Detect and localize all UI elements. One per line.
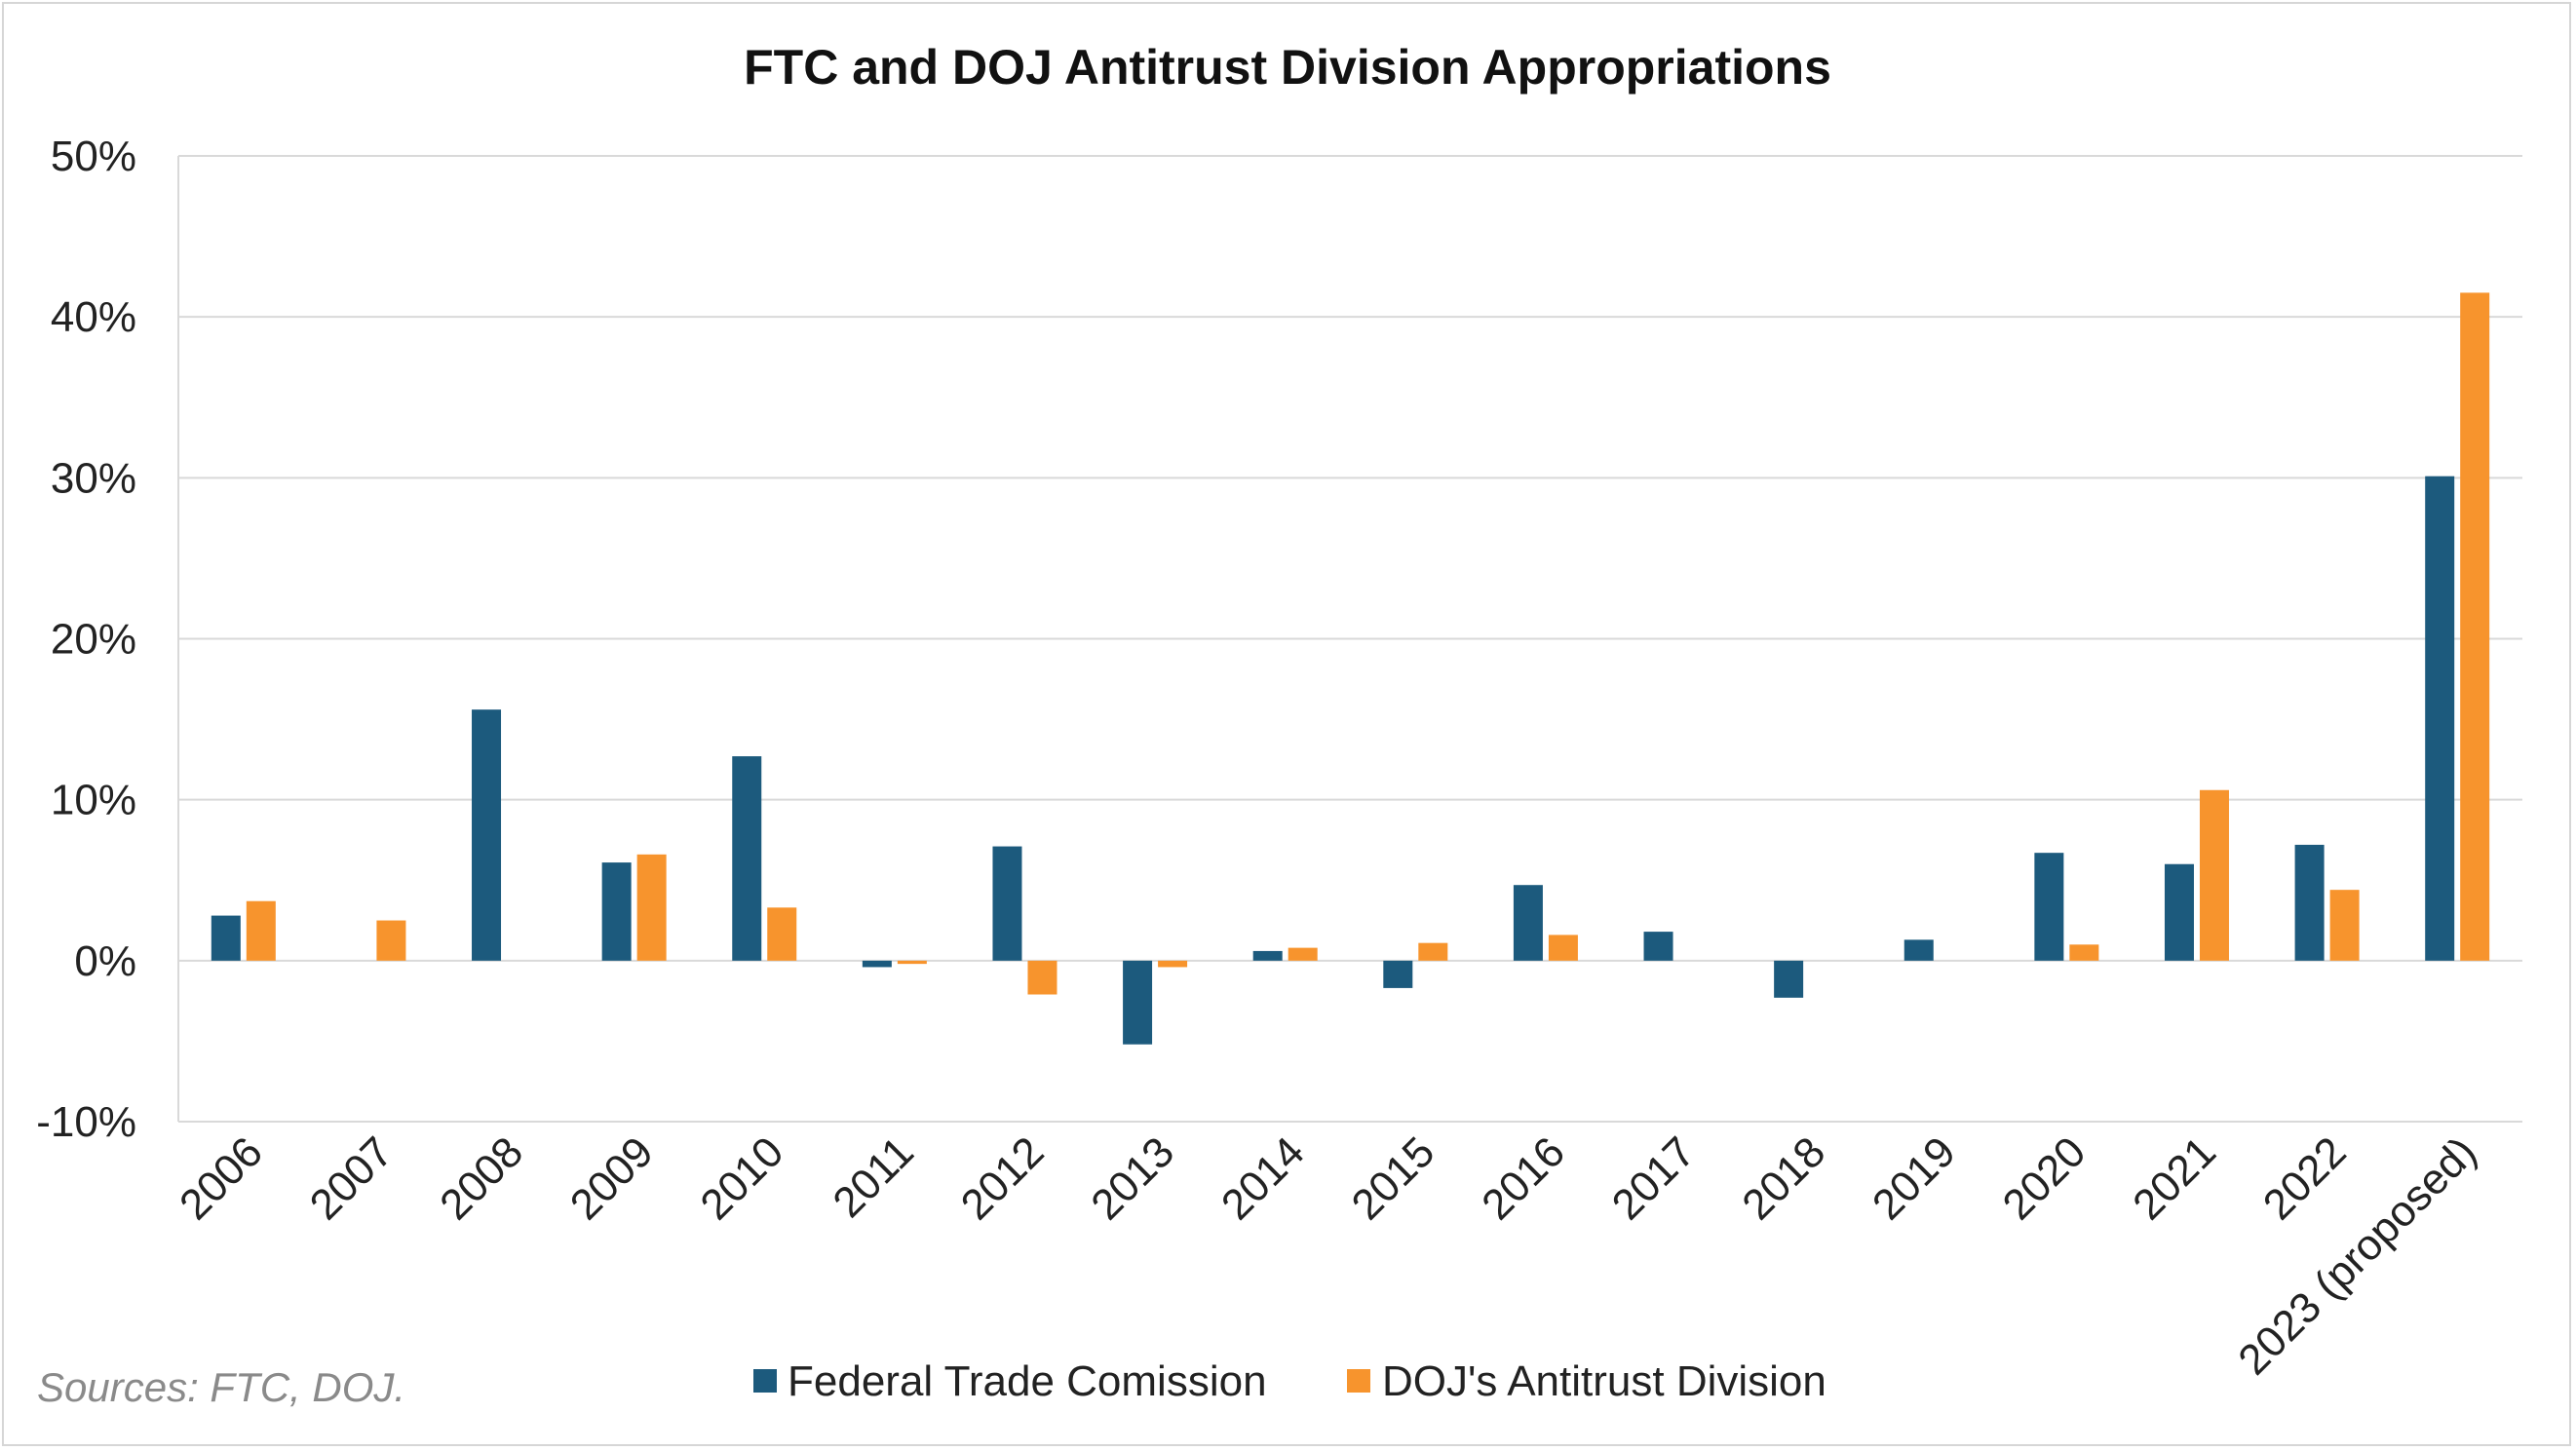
x-tick-label: 2008: [431, 1127, 532, 1229]
x-tick-label: 2010: [691, 1127, 792, 1229]
x-tick-label: 2014: [1212, 1127, 1314, 1229]
x-tick-label: 2020: [1994, 1127, 2095, 1229]
bar-ftc-2011: [862, 960, 892, 968]
x-tick-label: 2022: [2254, 1127, 2356, 1229]
y-tick-label: 10%: [51, 777, 136, 824]
bar-ftc-2012: [992, 846, 1022, 961]
bar-doj-2014: [1288, 947, 1318, 961]
bar-ftc-2009: [601, 862, 632, 961]
bar-doj-2010: [767, 907, 797, 961]
bar-doj-2020: [2069, 944, 2099, 961]
x-tick-label: 2019: [1864, 1127, 1965, 1229]
x-tick-label: 2006: [171, 1127, 272, 1229]
y-axis: 50% 40% 30% 20% 10% 0% -10%: [36, 133, 179, 1146]
x-tick-label: 2016: [1473, 1127, 1574, 1229]
bar-doj-2015: [1418, 942, 1448, 961]
bar-doj-2009: [636, 854, 667, 961]
bar-doj-2006: [246, 900, 276, 961]
y-tick-label: 0%: [74, 937, 136, 985]
y-tick-label: -10%: [36, 1098, 136, 1146]
bar-doj-2016: [1548, 935, 1578, 961]
x-axis: 2006 2007 2008 2009 2010 2011 2012 2013 2014 2015…: [171, 1127, 2485, 1384]
legend-swatch: [1347, 1369, 1370, 1393]
bar-ftc-2016: [1513, 885, 1543, 961]
x-tick-label: 2015: [1343, 1127, 1444, 1229]
bar-ftc-2008: [472, 709, 502, 961]
bar-doj-2012: [1027, 960, 1057, 995]
bar-ftc-2022: [2294, 844, 2325, 961]
bar-doj-2007: [376, 920, 406, 961]
y-tick-label: 50%: [51, 133, 136, 180]
y-tick-label: 30%: [51, 454, 136, 502]
x-tick-label: 2009: [561, 1127, 663, 1229]
bar-ftc-2013: [1123, 960, 1153, 1045]
bar-ftc-2019: [1903, 939, 1934, 961]
bar-ftc-2023: [2425, 476, 2455, 961]
bar-doj-2022: [2329, 890, 2360, 961]
bar-doj-2023: [2460, 292, 2490, 961]
bar-ftc-2010: [732, 756, 762, 961]
x-tick-label: 2021: [2124, 1127, 2225, 1229]
x-tick-label: 2011: [824, 1127, 923, 1227]
bar-doj-2021: [2199, 789, 2229, 961]
chart-title: FTC and DOJ Antitrust Division Appropria…: [744, 40, 1831, 95]
bar-ftc-2006: [211, 915, 241, 961]
bar-ftc-2017: [1643, 932, 1673, 961]
legend-swatch: [753, 1369, 777, 1393]
x-tick-label: 2018: [1733, 1127, 1834, 1229]
bars: [211, 292, 2490, 1045]
bar-doj-2013: [1158, 960, 1188, 968]
bar-ftc-2015: [1383, 960, 1413, 988]
legend: Federal Trade Comission DOJ's Antitrust D…: [753, 1357, 1826, 1405]
x-tick-label: 2012: [952, 1127, 1054, 1229]
bar-ftc-2020: [2034, 853, 2064, 961]
legend-label: DOJ's Antitrust Division: [1382, 1357, 1826, 1405]
x-tick-label: 2017: [1603, 1127, 1705, 1229]
x-tick-label: 2023 (proposed): [2229, 1127, 2485, 1384]
x-tick-label: 2013: [1082, 1127, 1183, 1229]
source-note: Sources: FTC, DOJ.: [37, 1364, 405, 1410]
y-tick-label: 40%: [51, 293, 136, 341]
bar-ftc-2014: [1252, 950, 1283, 961]
bar-ftc-2021: [2164, 863, 2194, 961]
x-tick-label: 2007: [301, 1127, 403, 1229]
gridlines: [178, 155, 2522, 1123]
y-tick-label: 20%: [51, 616, 136, 664]
bar-doj-2011: [897, 960, 927, 965]
legend-label: Federal Trade Comission: [788, 1357, 1267, 1405]
bar-ftc-2018: [1774, 960, 1804, 998]
